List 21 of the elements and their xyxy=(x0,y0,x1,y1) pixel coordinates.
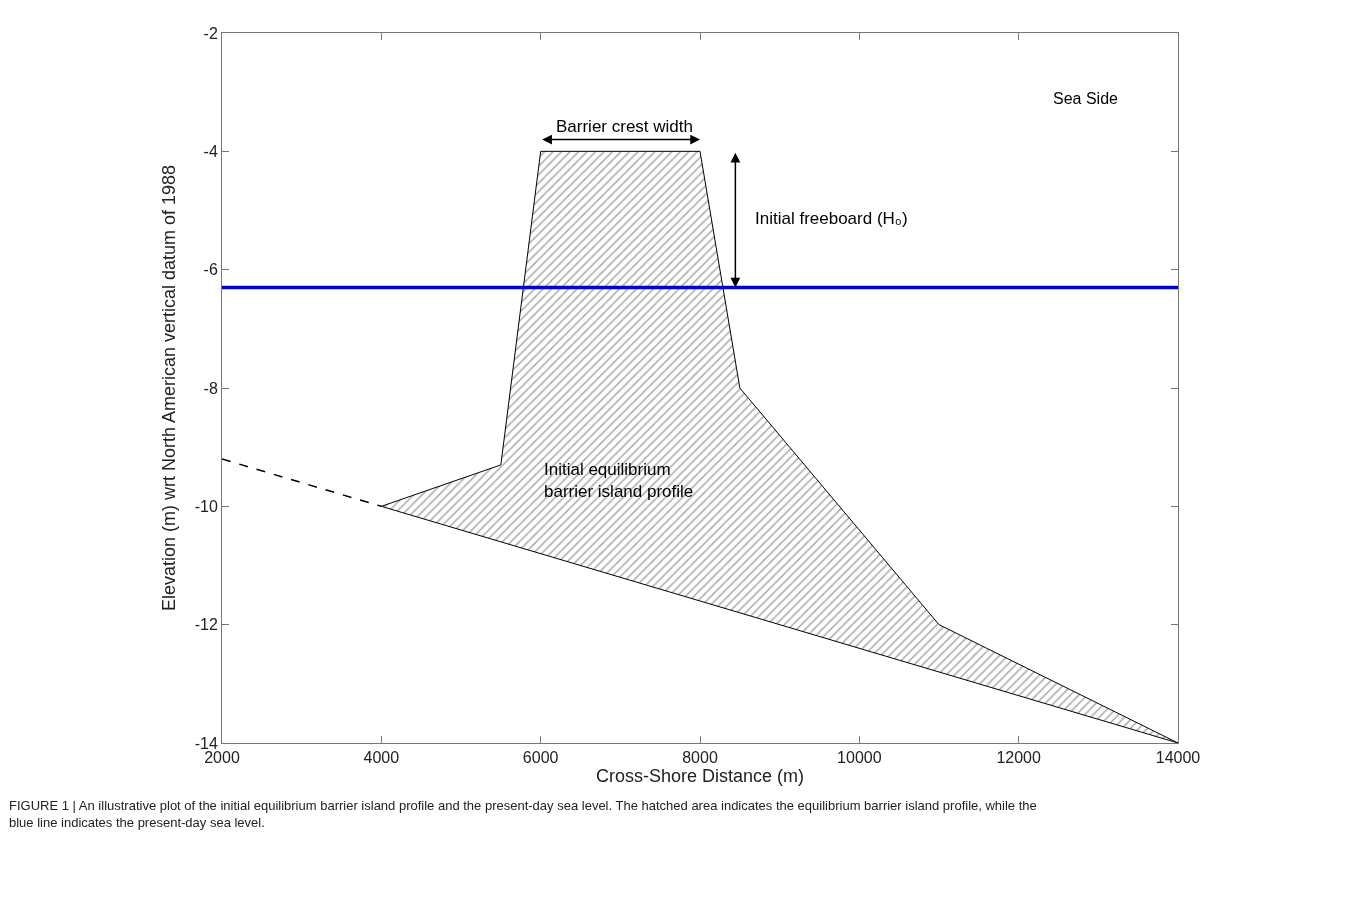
x-tick-label: 2000 xyxy=(204,749,240,767)
y-tick-label: -14 xyxy=(194,734,218,752)
annotation: Initial freeboard (H₀) xyxy=(755,209,908,228)
x-tick-label: 8000 xyxy=(682,749,718,767)
y-tick-label: -6 xyxy=(203,261,218,279)
x-tick-label: 14000 xyxy=(1155,749,1201,767)
y-tick-label: -4 xyxy=(203,142,218,160)
y-tick-label: -12 xyxy=(194,616,218,634)
annotation: Barrier crest width xyxy=(556,117,693,136)
y-tick-label: -10 xyxy=(194,497,218,515)
x-tick-label: 6000 xyxy=(522,749,559,767)
y-tick-label: -8 xyxy=(203,379,218,397)
caption: FIGURE 1 | An illustrative plot of the initial equilibrium barrier island profile and the present-day sea level. The hatched area indicates the equilibrium barrier island profile, while the blue line indicates the present-day sea level. xyxy=(9,798,1037,830)
x-tick-label: 10000 xyxy=(837,749,882,767)
x-tick-label: 4000 xyxy=(363,749,400,767)
annotation: Sea Side xyxy=(1053,90,1119,107)
annotation: Initial equilibrium barrier island profile xyxy=(544,460,694,502)
x-tick-label: 12000 xyxy=(996,749,1042,767)
y-axis-title: Elevation (m) wrt North American vertical datum of 1988 xyxy=(158,164,179,612)
x-axis-title: Cross-Shore Distance (m) xyxy=(595,766,805,787)
y-tick-label: -2 xyxy=(203,24,218,42)
